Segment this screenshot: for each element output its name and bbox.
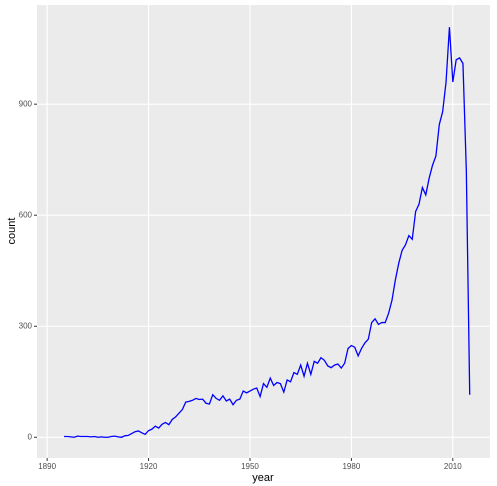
y-tick-label: 900	[19, 99, 33, 108]
x-tick-label: 1950	[241, 462, 259, 471]
y-tick-label: 600	[19, 210, 33, 219]
x-tick-label: 1890	[38, 462, 56, 471]
line	[64, 27, 471, 438]
x-tick-label: 2010	[444, 462, 462, 471]
x-axis-title: year	[252, 472, 274, 484]
y-tick-label: 300	[19, 321, 33, 330]
x-tick-label: 1980	[342, 462, 360, 471]
y-axis-title: count	[6, 218, 18, 245]
panel	[37, 5, 490, 458]
x-tick-label: 1920	[140, 462, 158, 471]
y-tick-label: 0	[28, 432, 33, 441]
